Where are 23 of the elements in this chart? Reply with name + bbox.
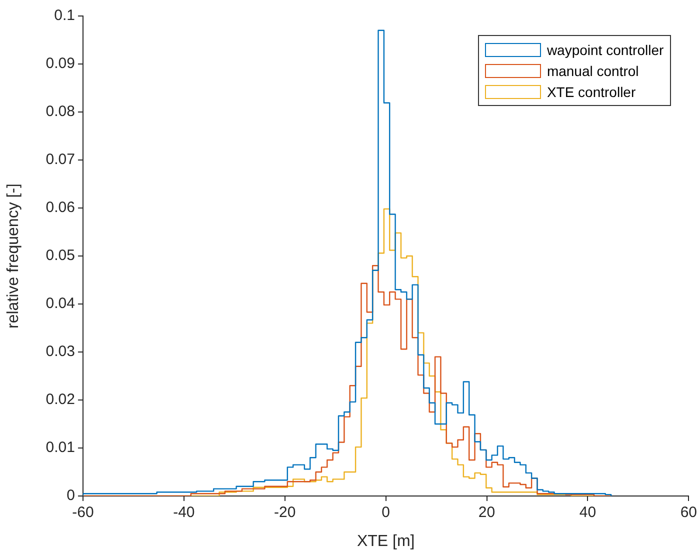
- y-tick-label: 0.07: [46, 151, 75, 168]
- x-axis-title: XTE [m]: [356, 532, 415, 550]
- y-tick-label: 0.01: [46, 439, 75, 456]
- legend-label: manual control: [546, 62, 639, 78]
- x-tick-label: -40: [173, 504, 195, 522]
- legend-label: XTE controller: [546, 84, 636, 100]
- y-tick-label: 0.09: [46, 55, 75, 72]
- y-tick-label: 0.05: [46, 247, 75, 264]
- y-tick-label: 0.1: [54, 7, 75, 24]
- legend-label: waypoint controller: [546, 42, 664, 58]
- y-tick-label: 0.04: [46, 295, 75, 312]
- y-tick-label: 0.08: [46, 103, 75, 120]
- x-tick-label: -20: [274, 504, 296, 522]
- x-tick-label: -60: [72, 504, 94, 522]
- y-tick-label: 0.03: [46, 343, 75, 360]
- y-tick-label: 0.02: [46, 391, 75, 408]
- y-axis-title: relative frequency [-]: [5, 184, 22, 328]
- x-tick-label: 0: [382, 504, 390, 522]
- y-tick-label: 0: [66, 487, 75, 504]
- y-tick-label: 0.06: [46, 199, 75, 216]
- x-tick-label: 40: [579, 504, 596, 522]
- x-tick-label: 60: [680, 504, 697, 522]
- x-tick-label: 20: [478, 504, 496, 522]
